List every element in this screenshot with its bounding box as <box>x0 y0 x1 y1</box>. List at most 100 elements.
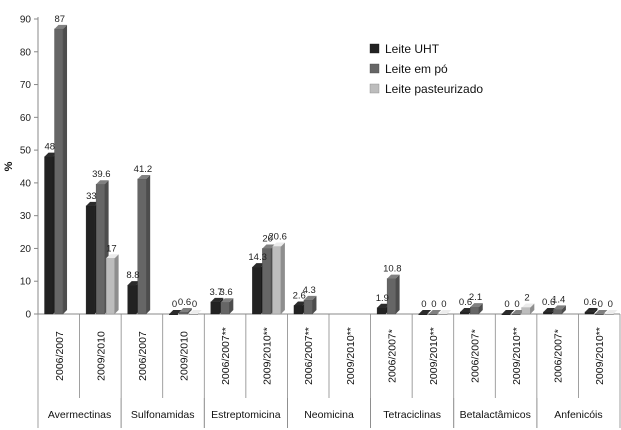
data-label: 0.6 <box>542 297 555 308</box>
bar-top <box>553 305 566 310</box>
bar-top <box>470 303 483 308</box>
y-tick-label: 70 <box>20 80 32 91</box>
data-label: 0 <box>598 299 603 310</box>
bar-top <box>127 281 141 286</box>
group-label: Betalactâmicos <box>460 409 531 421</box>
bar-top <box>137 174 151 179</box>
data-label: 17 <box>106 243 117 254</box>
x-tick-label: 2009/2010** <box>262 327 274 385</box>
bar <box>252 266 262 315</box>
x-tick-label: 2009/2010** <box>594 327 606 385</box>
data-label: 4.3 <box>303 285 316 296</box>
bar-top <box>262 244 275 249</box>
bar-top <box>584 308 598 313</box>
legend-swatch <box>369 83 380 94</box>
x-tick-label: 2009/2010** <box>511 327 523 385</box>
bar-side <box>114 254 119 314</box>
bar-top <box>501 310 515 314</box>
bar <box>604 313 614 316</box>
bar-top <box>169 310 182 314</box>
x-tick-label: 2009/2010** <box>428 327 440 385</box>
bar-side <box>593 308 598 314</box>
bar-side <box>280 242 285 314</box>
bar-side <box>530 303 535 314</box>
bar-top <box>604 310 618 314</box>
data-label: 1.9 <box>376 293 389 304</box>
legend-label: Leite UHT <box>385 42 440 56</box>
bar <box>105 258 115 315</box>
data-label: 0 <box>514 299 519 310</box>
bar <box>438 313 448 316</box>
group-label: Estreptomicina <box>211 409 281 421</box>
bar <box>44 156 54 315</box>
x-tick-label: 2006/2007* <box>386 329 398 383</box>
data-label: 20.6 <box>268 231 287 242</box>
data-label: 2.6 <box>293 290 306 301</box>
y-tick-label: 80 <box>20 47 32 58</box>
x-tick-label: 2006/2007* <box>553 329 565 383</box>
bar <box>137 178 147 315</box>
group-label: Tetraciclinas <box>383 409 441 421</box>
bar-top <box>594 310 608 314</box>
bar-side <box>561 305 566 314</box>
bar-top <box>189 310 202 314</box>
bar <box>95 183 105 315</box>
data-label: 8.8 <box>126 270 139 281</box>
bar-top <box>252 263 265 268</box>
bar <box>127 284 137 315</box>
bar <box>511 313 521 316</box>
y-tick-label: 40 <box>20 178 32 189</box>
y-tick-label: 50 <box>20 146 32 157</box>
bar <box>303 299 313 315</box>
data-label: 0.6 <box>178 297 191 308</box>
bar-side <box>187 308 192 314</box>
group-label: Neomicina <box>304 409 354 421</box>
bar-side <box>478 303 483 314</box>
bar-top <box>220 298 234 303</box>
data-label: 3.6 <box>219 287 232 298</box>
bar-side <box>229 298 234 314</box>
chart-x-axis: 2006/2007 2009/2010 2006/2007 2009/2010 2006… <box>37 314 621 428</box>
y-axis-title: % <box>3 161 15 171</box>
bar <box>594 313 604 316</box>
bar-side <box>312 295 317 314</box>
bar <box>179 311 188 315</box>
x-tick-label: 2006/2007** <box>303 327 315 385</box>
bar <box>293 305 303 315</box>
data-label: 0 <box>431 299 436 310</box>
group-label: Sulfonamidas <box>131 409 195 421</box>
bar-top <box>106 254 119 259</box>
legend-label: Leite em pó <box>385 62 448 76</box>
bar-top <box>460 308 473 313</box>
data-label: 20 <box>262 233 273 244</box>
data-label: 2 <box>524 292 529 303</box>
y-tick-label: 60 <box>20 113 32 124</box>
bar-top <box>210 297 224 302</box>
data-label: 33 <box>86 191 97 202</box>
bar-side <box>63 24 68 314</box>
bar <box>584 311 594 315</box>
bar <box>169 313 178 316</box>
bar-top <box>272 242 285 247</box>
bar <box>460 311 469 315</box>
bar <box>553 309 563 315</box>
y-tick-label: 10 <box>20 277 32 288</box>
chart-bars <box>44 24 618 316</box>
data-label: 2.1 <box>469 292 482 303</box>
bar-top <box>96 180 109 185</box>
data-label: 0 <box>192 299 197 310</box>
bar-top <box>54 24 68 29</box>
bar-top <box>521 303 535 308</box>
bar-top <box>428 310 442 314</box>
data-label: 0 <box>441 299 446 310</box>
x-tick-label: 2006/2007* <box>470 329 482 383</box>
bar <box>501 313 511 316</box>
legend-swatch <box>369 43 380 54</box>
bar-top <box>511 310 525 314</box>
x-tick-label: 2006/2007 <box>137 331 149 381</box>
x-tick-label: 2009/2010 <box>179 331 191 381</box>
y-tick-label: 0 <box>25 310 31 321</box>
x-tick-label: 2006/2007 <box>54 331 66 381</box>
bar-top <box>438 310 452 314</box>
